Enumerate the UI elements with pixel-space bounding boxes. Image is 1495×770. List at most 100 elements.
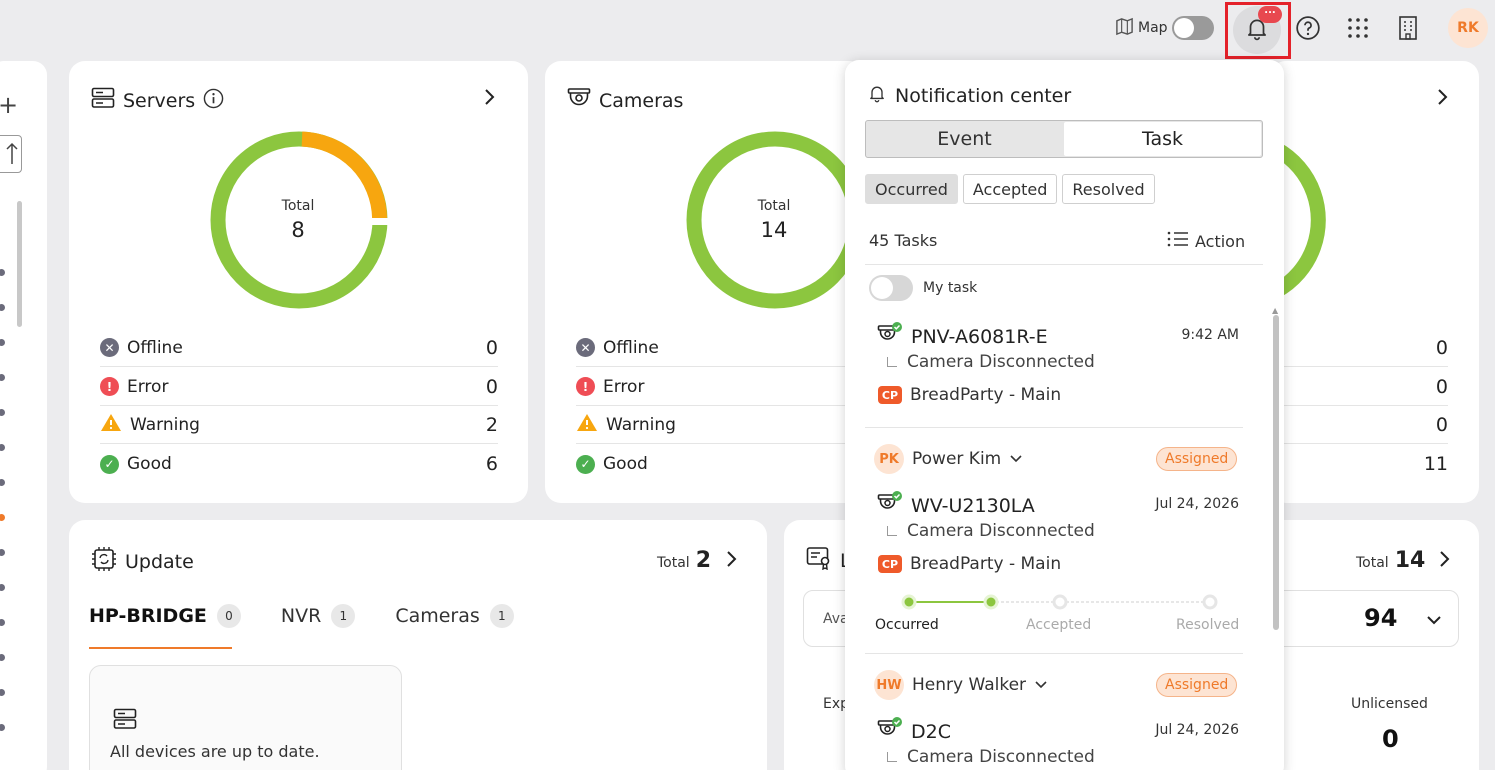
active-tab-underline xyxy=(89,647,232,649)
license-chevron-icon[interactable] xyxy=(1438,549,1450,573)
apps-grid-icon[interactable] xyxy=(1343,13,1373,43)
task-1-site: CP BreadParty - Main xyxy=(878,385,1061,405)
servers-donut-chart xyxy=(210,131,389,309)
assignee-avatar: PK xyxy=(874,444,904,474)
segment-event[interactable]: Event xyxy=(937,128,992,150)
task-count: 45 Tasks xyxy=(869,231,938,250)
task-3-time: Jul 24, 2026 xyxy=(1155,722,1239,738)
scroll-up-arrow-icon[interactable]: ▲ xyxy=(1272,306,1279,315)
tab-hp-bridge[interactable]: HP-BRIDGE 0 xyxy=(89,604,241,644)
chevron-down-icon xyxy=(1009,449,1023,469)
bell-icon xyxy=(867,82,887,109)
sidebar-dot xyxy=(0,339,5,346)
update-chip-icon xyxy=(91,546,117,577)
segment-task[interactable]: Task xyxy=(1064,122,1261,156)
task-2-assignee[interactable]: PK Power Kim xyxy=(874,444,1023,474)
my-task-toggle[interactable] xyxy=(869,275,913,301)
task-3-assignee[interactable]: HW Henry Walker xyxy=(874,670,1048,700)
unlicensed-label: Unlicensed xyxy=(1351,696,1428,712)
offline-x-icon: ✕ xyxy=(576,338,595,357)
filter-accepted[interactable]: Accepted xyxy=(962,174,1058,204)
warning-triangle-icon xyxy=(100,413,122,437)
bell-icon xyxy=(1244,15,1270,45)
sidebar-dot xyxy=(0,409,5,416)
filter-resolved[interactable]: Resolved xyxy=(1062,174,1155,204)
camera-connected-icon xyxy=(877,717,903,746)
servers-expand-chevron-icon[interactable] xyxy=(483,87,495,111)
top-bar: Map ... RK xyxy=(0,0,1495,59)
divider xyxy=(865,653,1243,654)
site-logo-icon: CP xyxy=(878,386,902,404)
unlicensed-value: 0 xyxy=(1382,725,1399,753)
license-total: Total 14 xyxy=(1356,548,1426,573)
task-list-scrollbar[interactable] xyxy=(1273,315,1279,630)
step-occurred: Occurred xyxy=(875,617,939,633)
sidebar-scrollbar[interactable] xyxy=(17,201,22,327)
third-row-1: 0 xyxy=(1284,329,1448,367)
servers-card: Servers Total 8 ✕ Offline 0 ! Error 0 Warn… xyxy=(69,61,528,503)
task-1-time: 9:42 AM xyxy=(1181,327,1239,343)
third-card-chevron-icon[interactable] xyxy=(1436,87,1448,111)
cameras-row-warning: Warning xyxy=(576,406,876,444)
warning-triangle-icon xyxy=(576,413,598,437)
offline-x-icon: ✕ xyxy=(100,338,119,357)
add-icon[interactable]: + xyxy=(0,91,19,119)
divider xyxy=(865,427,1243,428)
tree-elbow-icon xyxy=(887,526,897,536)
map-label: Map xyxy=(1138,20,1168,36)
cameras-row-error: ! Error xyxy=(576,368,876,406)
servers-title: Servers xyxy=(91,87,224,114)
cameras-total: Total 14 xyxy=(757,198,791,242)
building-icon[interactable] xyxy=(1393,13,1423,43)
servers-row-good: ✓ Good 6 xyxy=(100,445,498,483)
task-3-camera[interactable]: D2C xyxy=(877,717,951,746)
upload-button[interactable] xyxy=(0,135,22,173)
empty-message: All devices are up to date. xyxy=(110,742,320,761)
license-title: L xyxy=(806,546,851,575)
good-check-icon: ✓ xyxy=(576,454,595,474)
sidebar-dot xyxy=(0,619,5,626)
task-1-camera[interactable]: PNV-A6081R-E xyxy=(877,322,1048,351)
task-1-event: Camera Disconnected xyxy=(883,352,1095,372)
camera-icon xyxy=(567,87,591,114)
step-accepted: Accepted xyxy=(1026,617,1092,633)
third-row-4: 11 xyxy=(1423,453,1448,475)
action-menu-button[interactable]: Action xyxy=(1167,230,1245,252)
help-icon[interactable] xyxy=(1293,13,1323,43)
tab-cameras[interactable]: Cameras 1 xyxy=(395,604,514,644)
error-icon: ! xyxy=(576,377,595,396)
cameras-row-good: ✓ Good xyxy=(576,445,876,483)
sidebar-dot xyxy=(0,304,5,311)
servers-row-offline: ✕ Offline 0 xyxy=(100,329,498,367)
status-badge: Assigned xyxy=(1156,673,1238,697)
update-title: Update xyxy=(91,546,194,577)
site-logo-icon: CP xyxy=(878,555,902,573)
sidebar-dot xyxy=(0,514,5,521)
task-2-event: Camera Disconnected xyxy=(883,521,1095,541)
notification-center-title: Notification center xyxy=(867,82,1071,109)
user-avatar[interactable]: RK xyxy=(1448,8,1488,48)
filter-occurred[interactable]: Occurred xyxy=(865,174,958,204)
camera-connected-icon xyxy=(877,322,903,351)
list-icon xyxy=(1167,230,1189,252)
task-2-camera[interactable]: WV-U2130LA xyxy=(877,491,1035,520)
update-total: Total 2 xyxy=(657,548,712,573)
assignee-avatar: HW xyxy=(874,670,904,700)
map-toggle-group[interactable]: Map xyxy=(1115,16,1214,40)
server-icon xyxy=(113,708,137,734)
tab-nvr[interactable]: NVR 1 xyxy=(281,604,356,644)
cameras-row-offline: ✕ Offline xyxy=(576,329,876,367)
info-icon[interactable] xyxy=(203,88,224,114)
map-toggle[interactable] xyxy=(1171,16,1214,40)
servers-row-error: ! Error 0 xyxy=(100,368,498,406)
sidebar-dot xyxy=(0,374,5,381)
sidebar-dot xyxy=(0,724,5,731)
task-2-time: Jul 24, 2026 xyxy=(1155,496,1239,512)
divider xyxy=(865,264,1263,265)
update-chevron-icon[interactable] xyxy=(725,549,737,573)
event-task-segmented-control: Event Task xyxy=(865,120,1263,158)
cameras-card: Cameras Total 14 ✕ Offline ! Error Warning… xyxy=(545,61,876,503)
status-badge: Assigned xyxy=(1156,447,1238,471)
task-2-progress-stepper xyxy=(901,594,1218,610)
my-task-toggle-group[interactable]: My task xyxy=(869,275,977,301)
